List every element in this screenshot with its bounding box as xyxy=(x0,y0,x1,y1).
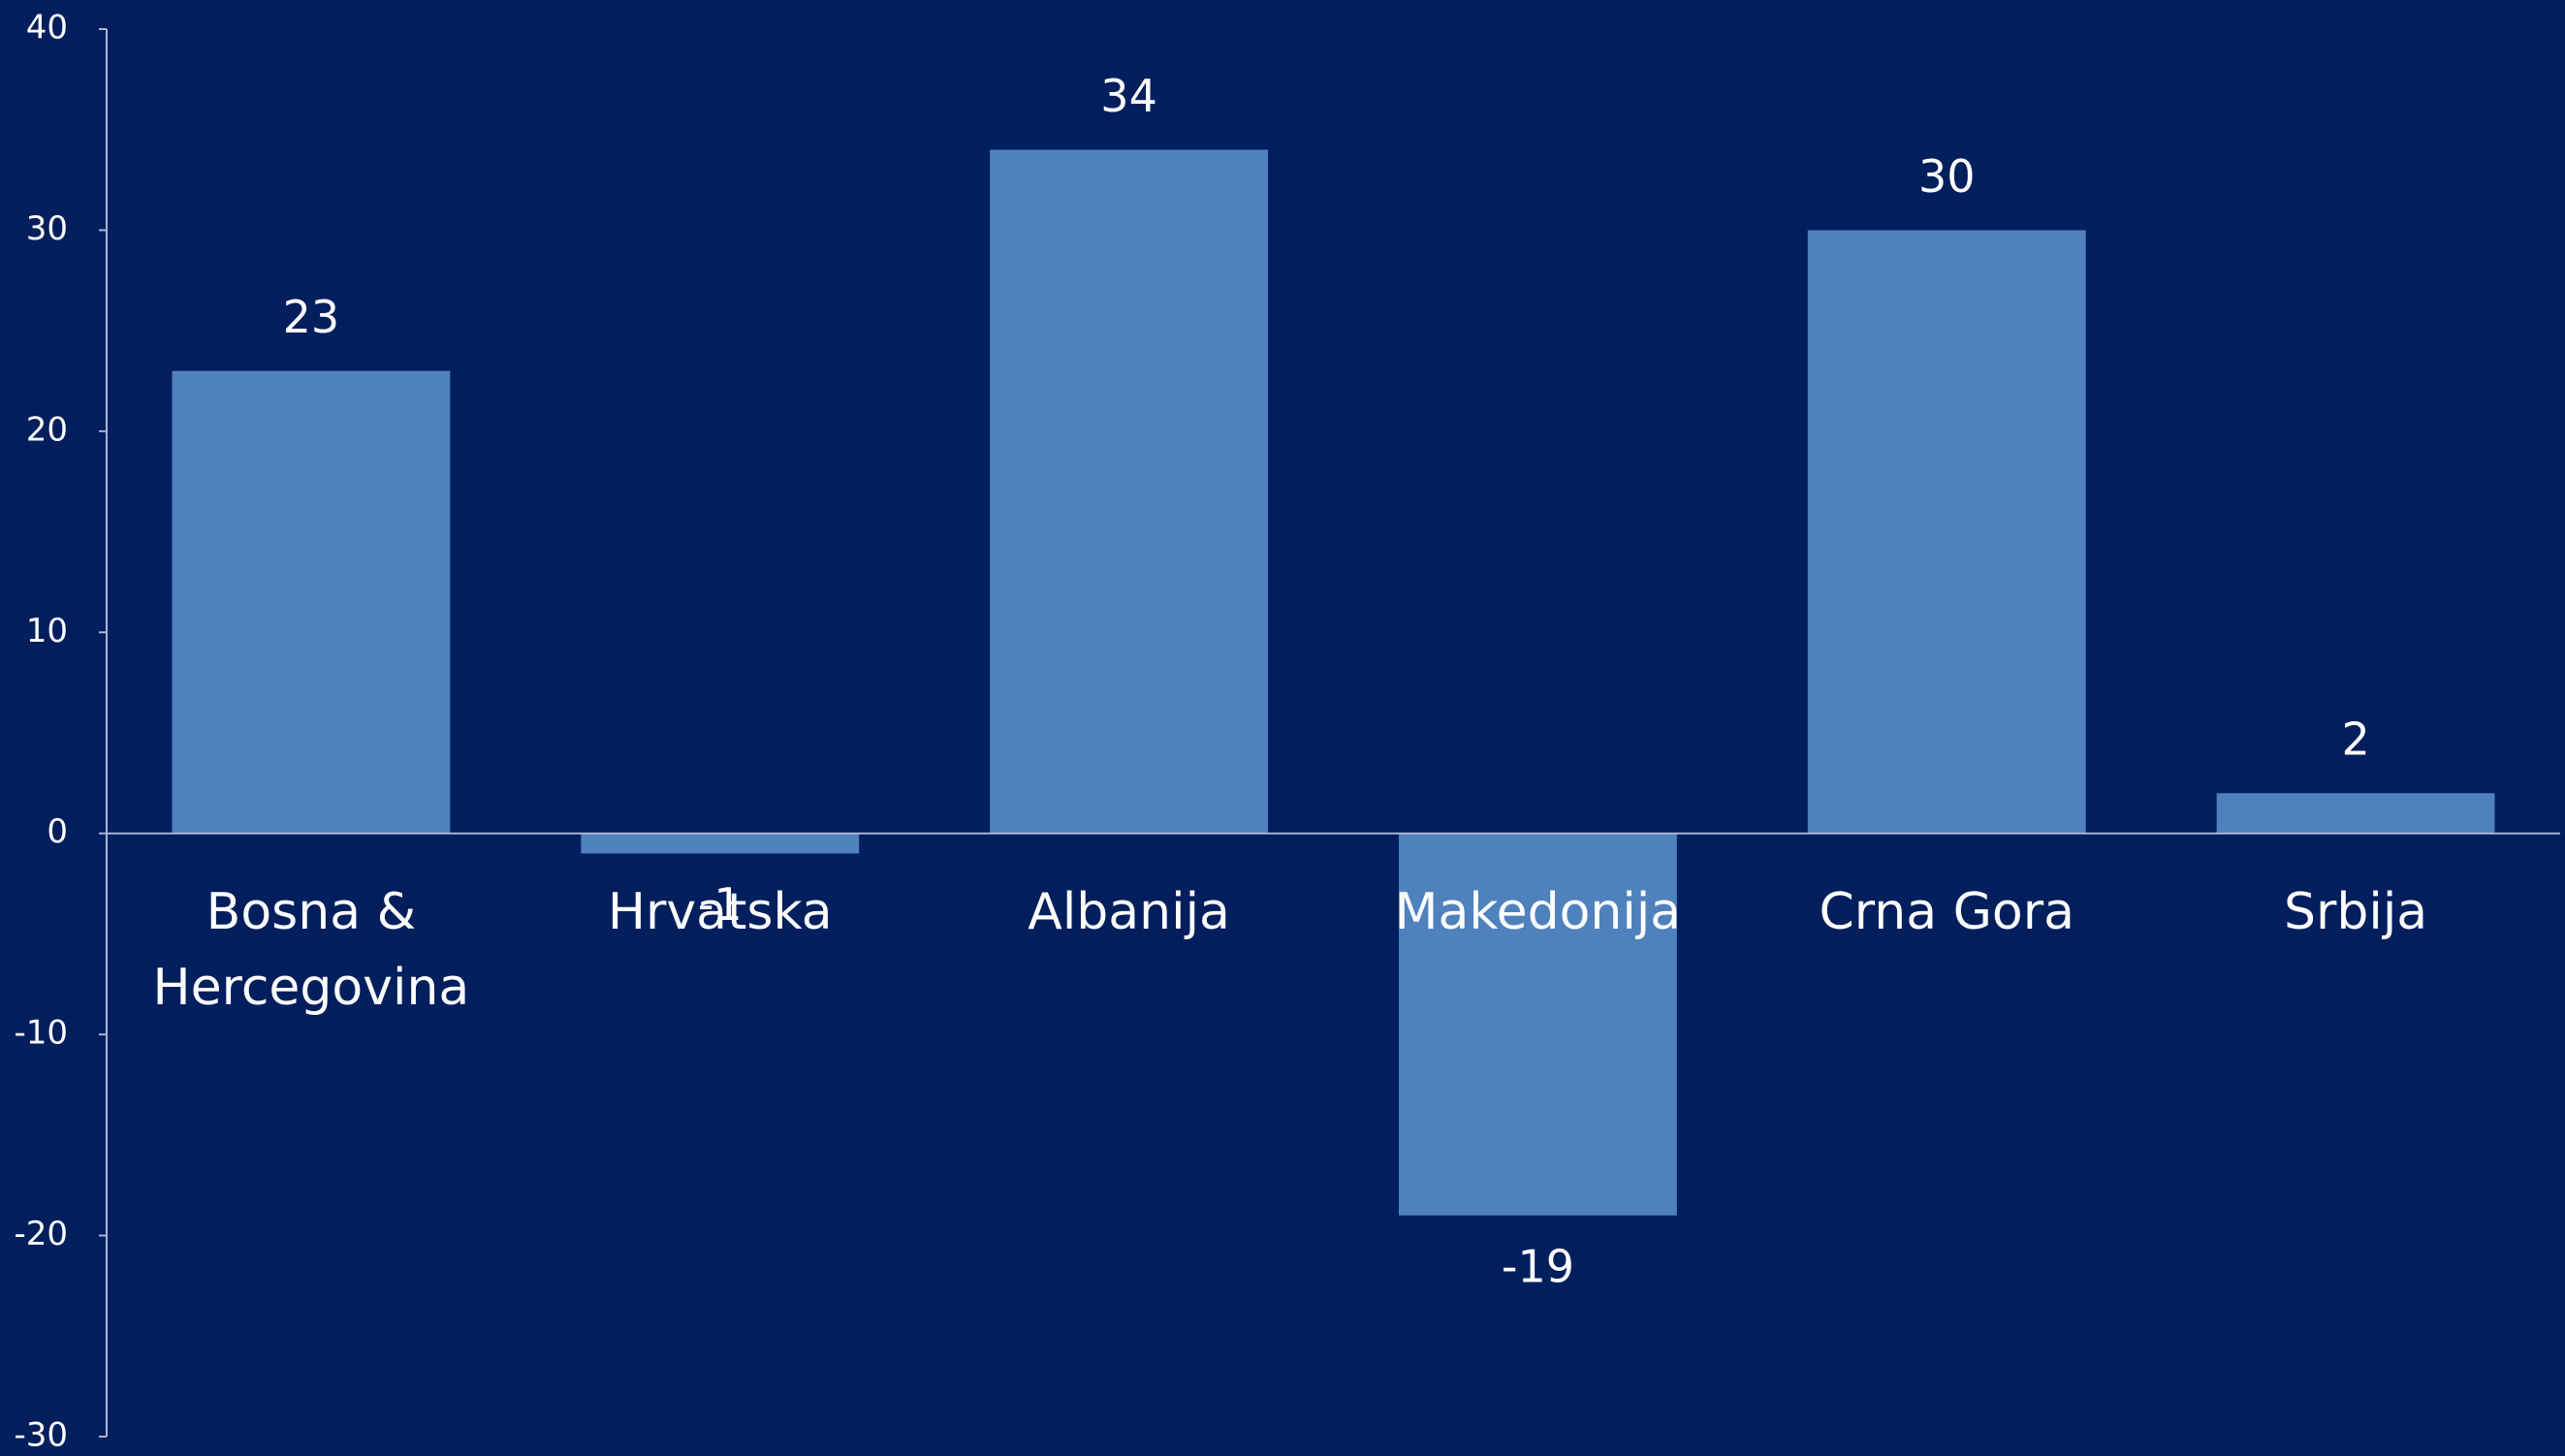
x-tick-label: Makedonija xyxy=(1394,882,1682,941)
value-label: 30 xyxy=(1918,150,1976,203)
value-label: -1 xyxy=(698,878,743,931)
value-label: 23 xyxy=(283,291,340,343)
y-tick-label: 0 xyxy=(47,812,68,851)
bar xyxy=(2216,793,2495,834)
x-tick-label: Srbija xyxy=(2283,882,2428,941)
bar xyxy=(990,149,1269,834)
x-tick-label: Crna Gora xyxy=(1819,882,2074,941)
x-tick-label: Albanija xyxy=(1028,882,1230,941)
y-tick-label: -20 xyxy=(14,1215,68,1253)
y-tick-label: 40 xyxy=(26,9,68,47)
y-tick-label: 30 xyxy=(26,209,68,248)
y-tick-label: 20 xyxy=(26,410,68,449)
value-label: 34 xyxy=(1100,70,1157,122)
y-tick-label: -10 xyxy=(14,1014,68,1053)
bar xyxy=(172,370,451,834)
value-label: -19 xyxy=(1502,1240,1574,1292)
y-tick-label: 10 xyxy=(26,612,68,650)
bar xyxy=(1807,230,2086,834)
value-label: 2 xyxy=(2341,713,2369,766)
y-tick-label: -30 xyxy=(14,1416,68,1455)
x-tick-label: Bosna & Hercegovina xyxy=(152,882,470,1017)
bar xyxy=(1398,833,1677,1216)
bar xyxy=(581,833,860,854)
x-tick-label: Hrvatska xyxy=(607,882,833,941)
